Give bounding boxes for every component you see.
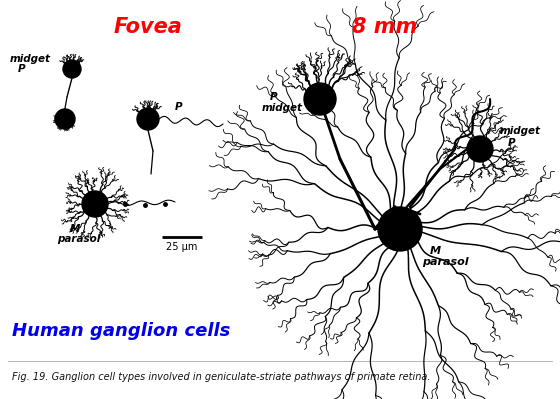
Circle shape bbox=[467, 136, 493, 162]
Text: P: P bbox=[18, 64, 26, 74]
Text: midget: midget bbox=[10, 54, 51, 64]
Circle shape bbox=[55, 109, 75, 129]
Text: midget: midget bbox=[500, 126, 541, 136]
Text: P: P bbox=[508, 138, 516, 148]
Text: M: M bbox=[430, 246, 441, 256]
Text: 8 mm: 8 mm bbox=[352, 17, 418, 37]
Circle shape bbox=[82, 191, 108, 217]
Text: Fovea: Fovea bbox=[114, 17, 183, 37]
Text: parasol: parasol bbox=[422, 257, 469, 267]
Text: M: M bbox=[70, 224, 81, 234]
Text: midget: midget bbox=[262, 103, 303, 113]
Text: Human ganglion cells: Human ganglion cells bbox=[12, 322, 230, 340]
Circle shape bbox=[63, 60, 81, 78]
Text: 25 μm: 25 μm bbox=[166, 242, 198, 252]
Text: P: P bbox=[270, 92, 278, 102]
Text: Fig. 19. Ganglion cell types involved in geniculate-striate pathways of primate : Fig. 19. Ganglion cell types involved in… bbox=[12, 372, 431, 382]
Text: P: P bbox=[175, 102, 183, 112]
Circle shape bbox=[304, 83, 336, 115]
Text: parasol: parasol bbox=[57, 234, 100, 244]
Circle shape bbox=[137, 108, 159, 130]
Circle shape bbox=[378, 207, 422, 251]
